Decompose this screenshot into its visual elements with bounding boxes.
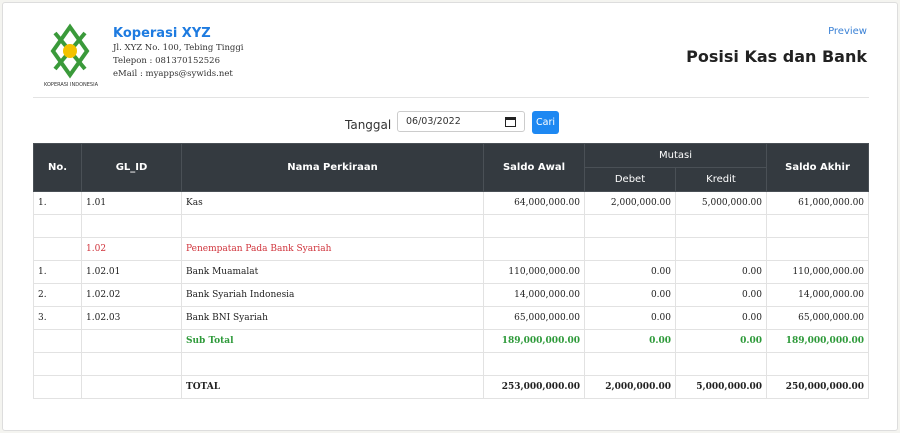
table-row: Sub Total 189,000,000.00 0.00 0.00 189,000,0… bbox=[33, 329, 870, 353]
table-cell: 110,000,000.00 bbox=[483, 260, 585, 284]
table-cell: 1.02 bbox=[81, 237, 182, 261]
phone: Telepon : 081370152526 bbox=[113, 56, 220, 66]
table-cell bbox=[33, 375, 82, 399]
table-cell bbox=[181, 214, 484, 238]
table-cell: 5,000,000.00 bbox=[674, 375, 768, 399]
table-cell: 253,000,000.00 bbox=[483, 375, 585, 399]
calendar-icon[interactable] bbox=[505, 116, 516, 127]
table-cell bbox=[674, 214, 768, 238]
table-row: 1.02 Penempatan Pada Bank Syariah bbox=[33, 237, 870, 261]
table-cell: TOTAL bbox=[181, 375, 484, 399]
table-cell: 65,000,000.00 bbox=[766, 306, 870, 330]
table-cell bbox=[181, 352, 484, 376]
table-cell bbox=[483, 237, 585, 261]
table-cell bbox=[483, 214, 585, 238]
table-cell: 250,000,000.00 bbox=[766, 375, 870, 399]
table-cell: 110,000,000.00 bbox=[766, 260, 870, 284]
header-cell: Debet bbox=[584, 167, 676, 192]
report-table: No. GL_ID Nama Perkiraan Saldo Awal Muta… bbox=[33, 143, 870, 399]
table-cell bbox=[33, 214, 82, 238]
date-value: 06/03/2022 bbox=[406, 116, 461, 127]
address: Jl. XYZ No. 100, Tebing Tinggi bbox=[113, 43, 244, 53]
table-cell bbox=[483, 352, 585, 376]
table-cell: 1.01 bbox=[81, 191, 182, 215]
table-cell: 0.00 bbox=[674, 283, 768, 307]
table-cell bbox=[33, 352, 82, 376]
table-cell: 14,000,000.00 bbox=[766, 283, 870, 307]
table-cell bbox=[674, 352, 768, 376]
header-cell: Saldo Akhir bbox=[766, 143, 870, 192]
table-row: 3. 1.02.03 Bank BNI Syariah 65,000,000.00 0.… bbox=[33, 306, 870, 330]
header-cell: Saldo Awal bbox=[483, 143, 585, 192]
table-row: 1. 1.02.01 Bank Muamalat 110,000,000.00 0.00… bbox=[33, 260, 870, 284]
table-cell: 1.02.02 bbox=[81, 283, 182, 307]
company-name: Koperasi XYZ bbox=[113, 26, 211, 41]
table-cell bbox=[33, 237, 82, 261]
table-cell: Sub Total bbox=[181, 329, 484, 353]
table-cell bbox=[81, 352, 182, 376]
table-cell bbox=[81, 375, 182, 399]
date-label: Tanggal bbox=[345, 118, 392, 132]
table-cell bbox=[674, 237, 768, 261]
table-cell: Kas bbox=[181, 191, 484, 215]
table-cell: Bank Syariah Indonesia bbox=[181, 283, 484, 307]
table-cell: 2,000,000.00 bbox=[584, 375, 676, 399]
table-cell bbox=[766, 214, 870, 238]
header-cell: GL_ID bbox=[81, 143, 182, 192]
table-cell: 5,000,000.00 bbox=[674, 191, 768, 215]
header-cell: No. bbox=[33, 143, 82, 192]
header-cell: Kredit bbox=[674, 167, 768, 192]
logo bbox=[50, 23, 90, 79]
table-row: 1. 1.01 Kas 64,000,000.00 2,000,000.00 5,000,… bbox=[33, 191, 870, 215]
preview-link[interactable]: Preview bbox=[828, 26, 867, 37]
table-cell bbox=[584, 214, 676, 238]
table-cell: 189,000,000.00 bbox=[483, 329, 585, 353]
table-cell: 0.00 bbox=[584, 306, 676, 330]
table-cell: Bank Muamalat bbox=[181, 260, 484, 284]
table-cell: 0.00 bbox=[674, 306, 768, 330]
table-row bbox=[33, 214, 870, 238]
table-cell: 0.00 bbox=[584, 329, 676, 353]
report-title: Posisi Kas dan Bank bbox=[686, 47, 867, 66]
table-cell bbox=[766, 352, 870, 376]
table-cell bbox=[766, 237, 870, 261]
table-cell bbox=[33, 329, 82, 353]
table-cell bbox=[584, 352, 676, 376]
table-row bbox=[33, 352, 870, 376]
table-cell bbox=[584, 237, 676, 261]
table-cell: 1.02.01 bbox=[81, 260, 182, 284]
table-row: 2. 1.02.02 Bank Syariah Indonesia 14,000,00… bbox=[33, 283, 870, 307]
table-cell: Bank BNI Syariah bbox=[181, 306, 484, 330]
header-cell: Nama Perkiraan bbox=[181, 143, 484, 192]
table-cell: Penempatan Pada Bank Syariah bbox=[181, 237, 484, 261]
table-cell: 2,000,000.00 bbox=[584, 191, 676, 215]
header-cell: Mutasi bbox=[583, 143, 768, 168]
table-cell: 0.00 bbox=[584, 283, 676, 307]
table-cell: 1.02.03 bbox=[81, 306, 182, 330]
table-cell: 61,000,000.00 bbox=[766, 191, 870, 215]
table-cell: 0.00 bbox=[584, 260, 676, 284]
logo-text: KOPERASI INDONESIA bbox=[43, 82, 98, 88]
search-button[interactable]: Cari bbox=[532, 111, 559, 134]
table-cell bbox=[81, 214, 182, 238]
table-cell: 0.00 bbox=[674, 260, 768, 284]
table-cell bbox=[81, 329, 182, 353]
table-row: TOTAL 253,000,000.00 2,000,000.00 5,000,000… bbox=[33, 375, 870, 399]
table-cell: 65,000,000.00 bbox=[483, 306, 585, 330]
email: eMail : myapps@sywids.net bbox=[113, 69, 233, 79]
divider bbox=[33, 97, 869, 98]
table-cell: 64,000,000.00 bbox=[483, 191, 585, 215]
table-cell: 0.00 bbox=[674, 329, 768, 353]
date-input[interactable]: 06/03/2022 bbox=[397, 111, 525, 132]
table-cell: 1. bbox=[33, 260, 82, 284]
table-cell: 3. bbox=[33, 306, 82, 330]
table-cell: 189,000,000.00 bbox=[766, 329, 870, 353]
table-cell: 1. bbox=[33, 191, 82, 215]
table-cell: 14,000,000.00 bbox=[483, 283, 585, 307]
table-cell: 2. bbox=[33, 283, 82, 307]
